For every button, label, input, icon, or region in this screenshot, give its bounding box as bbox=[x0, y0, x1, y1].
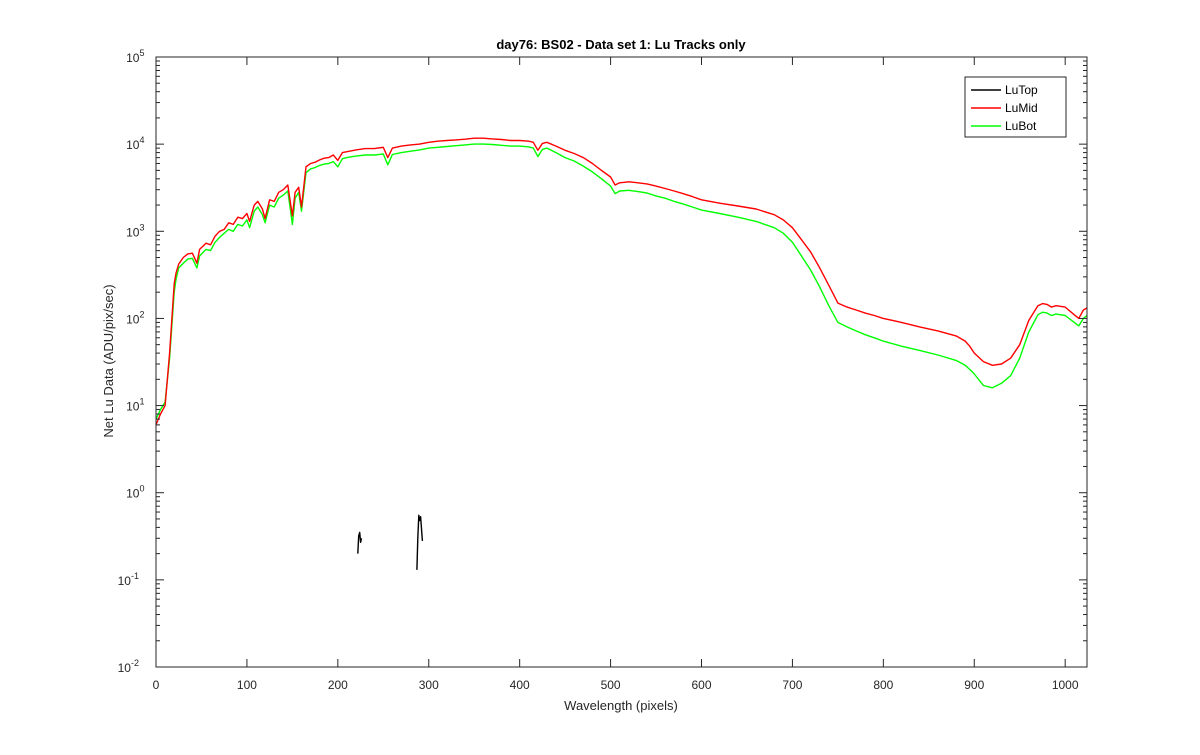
y-axis-label: Net Lu Data (ADU/pix/sec) bbox=[101, 284, 116, 437]
series-line-lubot bbox=[156, 143, 1087, 420]
legend: LuTop LuMid LuBot bbox=[964, 76, 1067, 138]
x-tick-label: 900 bbox=[964, 678, 984, 692]
series-line-lumid bbox=[156, 137, 1087, 426]
legend-label-lubot: LuBot bbox=[1005, 119, 1037, 133]
x-tick-label: 0 bbox=[153, 678, 160, 692]
legend-label-lumid: LuMid bbox=[1005, 101, 1038, 115]
legend-box bbox=[964, 76, 1067, 138]
x-tick-label: 200 bbox=[328, 678, 348, 692]
x-tick-label: 1000 bbox=[1052, 678, 1079, 692]
legend-label-lutop: LuTop bbox=[1005, 83, 1038, 97]
x-tick-label: 300 bbox=[419, 678, 439, 692]
axes-box bbox=[155, 56, 1088, 668]
chart-title: day76: BS02 - Data set 1: Lu Tracks only bbox=[496, 37, 746, 52]
x-tick-label: 400 bbox=[510, 678, 530, 692]
series-line-lutop-1 bbox=[357, 531, 363, 554]
x-tick-label: 700 bbox=[782, 678, 802, 692]
x-tick-label: 600 bbox=[691, 678, 711, 692]
series-line-lutop-2 bbox=[416, 514, 424, 570]
x-tick-label: 800 bbox=[873, 678, 893, 692]
x-axis-label: Wavelength (pixels) bbox=[564, 698, 678, 713]
x-tick-label: 100 bbox=[237, 678, 257, 692]
series-layer bbox=[156, 137, 1087, 570]
x-tick-label: 500 bbox=[601, 678, 621, 692]
